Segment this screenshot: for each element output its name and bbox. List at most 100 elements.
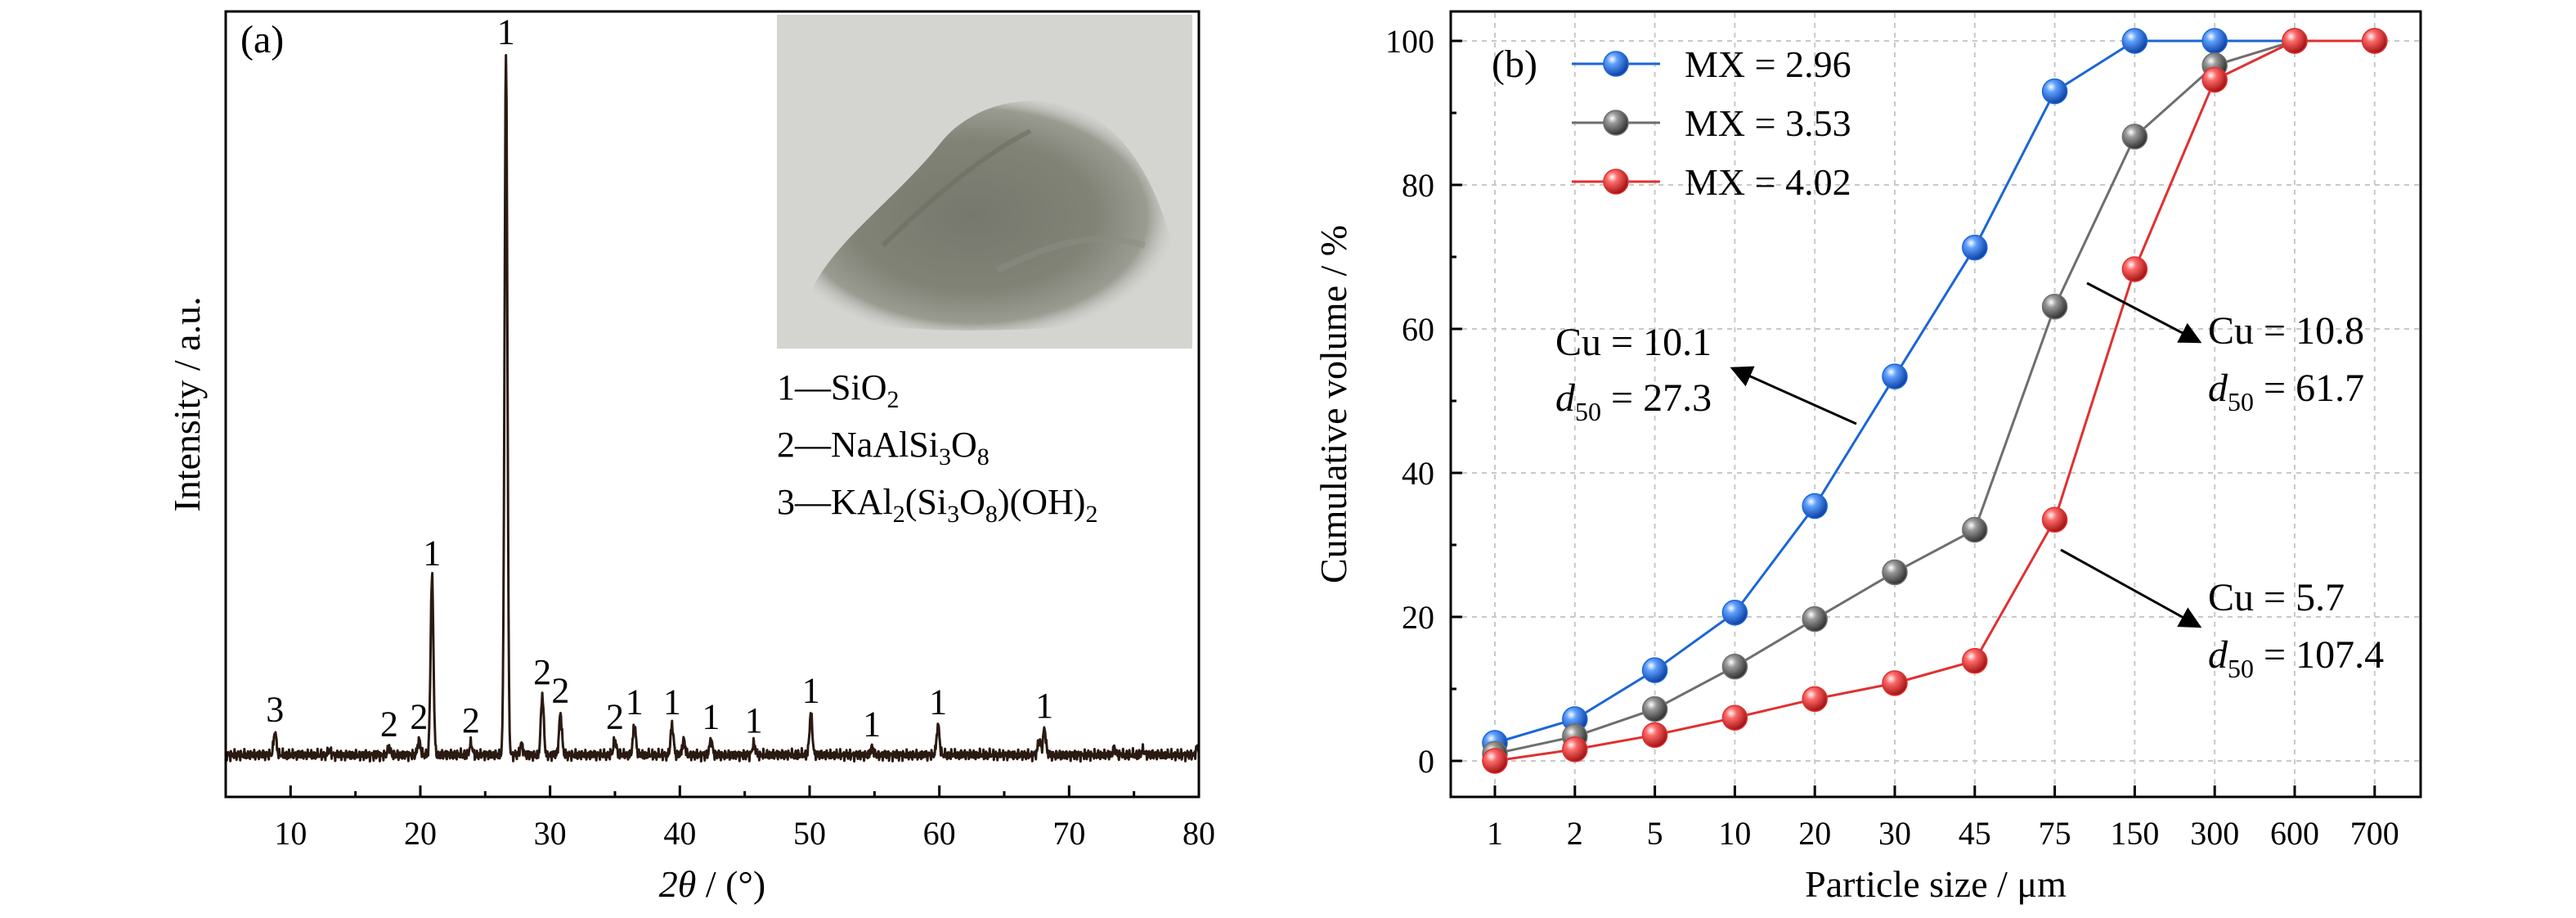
annotation-1: Cu = 10.1 d50 = 27.3	[1555, 321, 1857, 426]
psd-series-point	[1641, 657, 1668, 683]
annotation-1-cu: Cu = 10.1	[1555, 321, 1712, 364]
annotation-1-arrow	[1730, 366, 1857, 425]
xrd-x-tick-label: 50	[793, 815, 826, 852]
xrd-x-axis-label: 2θ / (°)	[659, 863, 765, 905]
psd-x-tick-label: 75	[2039, 815, 2071, 852]
xrd-peak-label: 2	[380, 704, 398, 745]
xrd-panel-label: (a)	[240, 18, 284, 61]
psd-series-point	[2121, 124, 2148, 150]
xrd-peak-label: 1	[423, 533, 441, 573]
psd-series-point	[1641, 722, 1668, 749]
psd-series-point	[2041, 293, 2068, 320]
psd-panel: 1 2 5 10 20 30 45 75 150 300 600 700 0 20 40 60 80 100 M…	[1313, 10, 2422, 905]
xrd-x-tick-label: 10	[274, 815, 307, 852]
psd-series-line	[1494, 39, 2375, 745]
phase-legend: 1—SiO2 2—NaAlSi3O8 3—KAl2(Si3O8)(OH)2	[777, 367, 1097, 528]
psd-series-point	[2121, 256, 2148, 282]
psd-series-point	[1721, 599, 1748, 626]
psd-legend-label: MX = 3.53	[1685, 102, 1851, 144]
psd-x-ticks: 1 2 5 10 20 30 45 75 150 300 600 700	[1487, 785, 2399, 852]
psd-x-tick-label: 30	[1878, 815, 1911, 852]
xrd-pattern-line	[224, 54, 1200, 763]
psd-x-tick-label: 10	[1718, 815, 1751, 852]
xrd-peak-label: 1	[702, 697, 720, 737]
psd-y-tick-label: 60	[1402, 311, 1434, 348]
phase-legend-entry: 1—SiO2	[777, 367, 899, 413]
psd-legend-label: MX = 2.96	[1685, 43, 1851, 85]
xrd-x-tick-label: 30	[534, 815, 567, 852]
psd-panel-label: (b)	[1492, 43, 1537, 86]
psd-x-tick-label: 1	[1487, 815, 1503, 852]
psd-y-axis-label: Cumulative volume / %	[1313, 225, 1354, 583]
xrd-peak-label: 1	[929, 682, 947, 722]
psd-series-point	[1721, 704, 1748, 731]
psd-series-point	[1482, 748, 1508, 774]
psd-series-point	[2282, 28, 2308, 54]
psd-x-tick-label: 150	[2110, 815, 2159, 852]
xrd-x-axis-unit: / (°)	[696, 863, 765, 905]
psd-series-point	[2201, 66, 2228, 93]
xrd-peak-label: 2	[533, 652, 551, 692]
psd-series-point	[2121, 28, 2148, 54]
psd-series-point	[1882, 559, 1908, 586]
psd-series-point	[1802, 605, 1828, 632]
psd-series-line	[1494, 39, 2375, 755]
psd-x-tick-label: 600	[2270, 815, 2319, 852]
xrd-plot-frame	[224, 10, 1200, 799]
annotation-2-d50: d50 = 61.7	[2208, 367, 2364, 416]
psd-legend-marker	[1603, 110, 1629, 136]
powder-highlight-shape	[996, 235, 1147, 273]
psd-plot-frame	[1449, 10, 2422, 799]
xrd-x-tick-label: 60	[923, 815, 956, 852]
xrd-x-axis-symbol: 2θ	[659, 863, 697, 905]
psd-x-tick-label: 2	[1567, 815, 1583, 852]
xrd-peak-label: 1	[497, 11, 515, 52]
psd-y-tick-label: 20	[1402, 599, 1434, 636]
psd-legend: MX = 2.96 MX = 3.53 MX = 4.02	[1572, 43, 1851, 203]
phase-legend-entry: 2—NaAlSi3O8	[777, 425, 990, 470]
xrd-x-tick-label: 40	[663, 815, 696, 852]
annotation-2-cu: Cu = 10.8	[2208, 309, 2364, 353]
psd-series-point	[1882, 363, 1908, 389]
annotation-3-d50: d50 = 107.4	[2208, 633, 2384, 683]
xrd-peak-label: 2	[410, 697, 428, 737]
psd-y-tick-label: 100	[1385, 23, 1434, 60]
xrd-peak-label: 1	[626, 682, 644, 722]
xrd-x-tick-label: 70	[1052, 815, 1085, 852]
xrd-x-ticks: 10 20 30 40 50 60 70 80	[274, 785, 1215, 852]
powder-heap-shape	[806, 101, 1178, 331]
psd-series-point	[1802, 686, 1828, 713]
psd-x-tick-label: 45	[1959, 815, 1991, 852]
xrd-x-tick-label: 20	[404, 815, 437, 852]
xrd-peak-label: 2	[606, 697, 624, 737]
psd-series	[1482, 28, 2388, 774]
psd-y-tick-label: 80	[1402, 167, 1434, 204]
xrd-peak-label: 1	[863, 704, 881, 745]
psd-series-point	[2362, 28, 2388, 54]
xrd-peak-label: 1	[1035, 686, 1053, 726]
psd-x-tick-label: 300	[2190, 815, 2239, 852]
psd-series-point	[1562, 736, 1588, 763]
psd-series-line	[1494, 39, 2375, 763]
psd-y-tick-label: 0	[1418, 743, 1434, 780]
psd-x-tick-label: 700	[2350, 815, 2399, 852]
psd-series-point	[1882, 670, 1908, 696]
annotation-1-d50: d50 = 27.3	[1555, 376, 1712, 426]
psd-series-point	[1962, 516, 1988, 543]
xrd-y-axis-label: Intensity / a.u.	[166, 296, 208, 511]
psd-legend-label: MX = 4.02	[1685, 161, 1851, 203]
xrd-peak-label: 1	[745, 700, 763, 740]
xrd-peak-label: 2	[551, 671, 569, 711]
psd-series-point	[2201, 28, 2228, 54]
psd-x-axis-label: Particle size / μm	[1805, 863, 2067, 905]
psd-series-point	[1641, 695, 1668, 722]
psd-y-tick-label: 40	[1402, 455, 1434, 492]
psd-legend-marker	[1603, 51, 1629, 77]
annotation-2: Cu = 10.8 d50 = 61.7	[2086, 281, 2364, 416]
psd-series-point	[1802, 493, 1828, 520]
phase-legend-entry: 3—KAl2(Si3O8)(OH)2	[777, 482, 1097, 528]
